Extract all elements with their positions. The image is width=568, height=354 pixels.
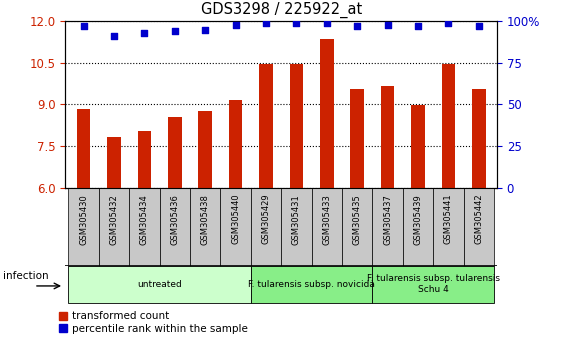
- Bar: [99, 188, 129, 266]
- Bar: [229, 100, 243, 188]
- Point: [79, 23, 88, 29]
- Bar: [137, 131, 151, 188]
- Bar: [68, 266, 250, 303]
- Bar: [250, 266, 373, 303]
- Bar: [463, 188, 494, 266]
- Text: GSM305438: GSM305438: [201, 194, 210, 245]
- Text: F. tularensis subsp. tularensis
Schu 4: F. tularensis subsp. tularensis Schu 4: [367, 274, 500, 294]
- Text: F. tularensis subsp. novicida: F. tularensis subsp. novicida: [248, 280, 375, 289]
- Bar: [373, 188, 403, 266]
- Point: [261, 20, 270, 26]
- Bar: [373, 266, 494, 303]
- Bar: [220, 188, 250, 266]
- Text: GSM305435: GSM305435: [353, 194, 362, 245]
- Text: GSM305442: GSM305442: [474, 194, 483, 245]
- Text: infection: infection: [3, 271, 49, 281]
- Text: GSM305434: GSM305434: [140, 194, 149, 245]
- Bar: [190, 188, 220, 266]
- Legend: transformed count, percentile rank within the sample: transformed count, percentile rank withi…: [59, 312, 248, 334]
- Text: GSM305439: GSM305439: [414, 194, 423, 245]
- Text: GSM305429: GSM305429: [261, 194, 270, 245]
- Bar: [198, 112, 212, 188]
- Point: [201, 27, 210, 32]
- Bar: [381, 86, 394, 188]
- Bar: [250, 188, 281, 266]
- Bar: [472, 89, 486, 188]
- Point: [322, 20, 331, 26]
- Point: [292, 20, 301, 26]
- Text: GSM305431: GSM305431: [292, 194, 301, 245]
- Point: [444, 20, 453, 26]
- Bar: [107, 137, 121, 188]
- Text: GSM305430: GSM305430: [79, 194, 88, 245]
- Bar: [281, 188, 312, 266]
- Bar: [433, 188, 463, 266]
- Text: GSM305433: GSM305433: [322, 194, 331, 245]
- Point: [140, 30, 149, 36]
- Bar: [68, 188, 99, 266]
- Point: [170, 28, 179, 34]
- Bar: [168, 117, 182, 188]
- Title: GDS3298 / 225922_at: GDS3298 / 225922_at: [201, 2, 362, 18]
- Bar: [350, 89, 364, 188]
- Bar: [129, 188, 160, 266]
- Point: [231, 22, 240, 27]
- Text: GSM305437: GSM305437: [383, 194, 392, 245]
- Point: [383, 22, 392, 27]
- Text: GSM305432: GSM305432: [110, 194, 119, 245]
- Bar: [259, 64, 273, 188]
- Point: [474, 23, 483, 29]
- Text: GSM305441: GSM305441: [444, 194, 453, 245]
- Point: [414, 23, 423, 29]
- Bar: [411, 105, 425, 188]
- Point: [110, 33, 119, 39]
- Bar: [77, 109, 90, 188]
- Bar: [320, 39, 333, 188]
- Bar: [441, 64, 455, 188]
- Text: untreated: untreated: [137, 280, 182, 289]
- Point: [353, 23, 362, 29]
- Text: GSM305440: GSM305440: [231, 194, 240, 245]
- Text: GSM305436: GSM305436: [170, 194, 179, 245]
- Bar: [290, 64, 303, 188]
- Bar: [312, 188, 342, 266]
- Bar: [160, 188, 190, 266]
- Bar: [342, 188, 373, 266]
- Bar: [403, 188, 433, 266]
